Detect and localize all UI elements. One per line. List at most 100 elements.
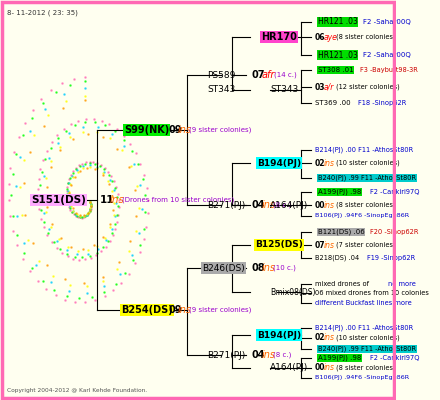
Text: a/r: a/r (324, 82, 334, 92)
Text: F20 -Sinop62R: F20 -Sinop62R (370, 229, 418, 235)
Point (21, 240, 28, 246)
Text: B106(PJ) .94F6 -SinopEgg86R: B106(PJ) .94F6 -SinopEgg86R (315, 376, 409, 380)
Point (110, 187, 117, 194)
Text: B194(PJ): B194(PJ) (257, 158, 301, 168)
Text: (10 c.): (10 c.) (273, 265, 296, 271)
Point (144, 210, 151, 217)
Text: B214(PJ) .00 F11 -AthosSt80R: B214(PJ) .00 F11 -AthosSt80R (315, 325, 413, 331)
Point (98, 162, 105, 168)
Text: B254(DS): B254(DS) (121, 305, 172, 315)
Point (82, 299, 89, 305)
Point (128, 163, 135, 170)
Point (37, 216, 44, 222)
Point (38, 96, 45, 102)
Point (69, 208, 76, 214)
Text: B246(DS): B246(DS) (202, 264, 245, 272)
Point (137, 160, 144, 167)
Point (112, 226, 119, 232)
Point (57, 235, 64, 241)
Point (103, 237, 110, 243)
Point (70, 170, 77, 176)
Point (42, 106, 49, 112)
Point (36, 258, 43, 264)
Text: 8- 11-2012 ( 23: 35): 8- 11-2012 ( 23: 35) (7, 10, 78, 16)
Text: F2 -Cankiri97Q: F2 -Cankiri97Q (370, 355, 419, 361)
Point (14, 242, 21, 249)
Point (87, 206, 94, 212)
Text: A164(PJ): A164(PJ) (270, 200, 308, 210)
Point (76, 256, 83, 263)
Point (71, 211, 78, 218)
Point (83, 283, 90, 290)
Point (114, 212, 121, 218)
Point (93, 252, 100, 258)
Point (143, 224, 150, 230)
Point (51, 287, 58, 294)
Point (37, 166, 44, 172)
Point (63, 188, 70, 195)
Text: 02: 02 (315, 334, 326, 342)
Point (66, 189, 73, 195)
Point (64, 251, 71, 257)
Text: F2 -Cankiri97Q: F2 -Cankiri97Q (370, 189, 419, 195)
Point (74, 248, 81, 254)
Point (128, 252, 135, 258)
Point (45, 155, 52, 162)
Point (82, 256, 89, 262)
Point (44, 112, 51, 118)
Point (77, 212, 84, 218)
Point (35, 206, 42, 212)
Text: 09: 09 (168, 125, 182, 135)
Point (105, 171, 112, 178)
Point (82, 73, 89, 80)
Point (110, 178, 117, 185)
Text: 07: 07 (315, 240, 326, 250)
Text: 00: 00 (315, 364, 326, 372)
Point (21, 157, 28, 163)
Text: F3 -Bayburt98-3R: F3 -Bayburt98-3R (360, 67, 418, 73)
Point (142, 209, 149, 215)
Point (81, 119, 88, 126)
Point (84, 250, 92, 257)
Point (77, 168, 84, 174)
Text: F19 -Sinop62R: F19 -Sinop62R (367, 255, 415, 261)
Text: (14 c.): (14 c.) (274, 72, 296, 78)
Point (32, 262, 39, 269)
Text: B194(PJ): B194(PJ) (257, 330, 301, 340)
Point (90, 159, 97, 165)
Point (101, 168, 108, 175)
Point (17, 184, 24, 190)
Point (65, 288, 72, 294)
Text: 04: 04 (252, 200, 265, 210)
Point (85, 210, 92, 216)
Point (8, 192, 15, 198)
Text: ins: ins (262, 263, 276, 273)
Point (85, 208, 92, 215)
Point (109, 226, 116, 232)
Text: F2 -Sahar00Q: F2 -Sahar00Q (363, 52, 411, 58)
Point (14, 212, 21, 219)
Point (59, 250, 66, 256)
Point (83, 211, 90, 217)
Text: ST343: ST343 (207, 86, 235, 94)
Point (67, 134, 74, 140)
Point (87, 202, 94, 209)
Point (105, 178, 112, 184)
Text: Copyright 2004-2012 @ Karl Kehde Foundation.: Copyright 2004-2012 @ Karl Kehde Foundat… (7, 388, 147, 393)
Point (84, 247, 92, 253)
Point (71, 122, 78, 128)
Text: B214(PJ) .00 F11 -AthosSt80R: B214(PJ) .00 F11 -AthosSt80R (315, 147, 413, 153)
Text: (9 sister colonies): (9 sister colonies) (189, 127, 251, 133)
Point (85, 209, 92, 215)
Point (86, 206, 93, 213)
Point (67, 181, 74, 188)
Point (40, 156, 47, 163)
Point (100, 278, 107, 284)
Point (142, 192, 149, 198)
Point (95, 245, 102, 252)
Point (77, 162, 84, 169)
Point (65, 201, 72, 208)
Point (53, 238, 60, 245)
Point (40, 100, 47, 106)
Point (57, 246, 64, 252)
